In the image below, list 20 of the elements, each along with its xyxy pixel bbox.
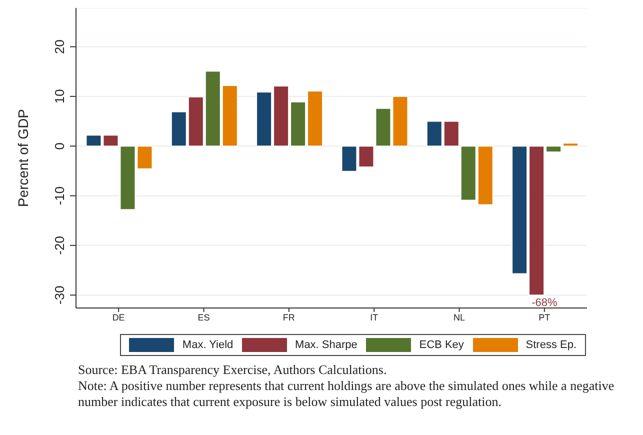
y-tick-label: 0	[52, 142, 67, 150]
y-tick-label: -30	[52, 286, 67, 304]
y-tick-label: 20	[52, 40, 67, 54]
x-tick-label: FR	[282, 312, 296, 322]
y-axis-title: Percent of GDP	[14, 108, 31, 208]
legend-label: Stress Ep.	[524, 338, 577, 352]
x-tick-label: ES	[198, 312, 210, 322]
legend-label: Max. Sharpe	[294, 338, 358, 352]
text: Note: A positive number represents that current holdings are above the simulated ones while a negative number indicates that current exposure is below simulated values post regulation.	[78, 378, 616, 410]
annotation: -68%	[532, 296, 558, 309]
legend-label: Max. Yield	[181, 338, 234, 352]
x-tick-label: NL	[453, 312, 466, 322]
x-tick-label: IT	[370, 312, 379, 322]
source-note: Source: EBA Transparency Exercise, Authors Calculations.	[78, 362, 388, 378]
x-tick-label: PT	[538, 312, 551, 322]
y-tick-label: 10	[52, 89, 67, 104]
x-tick-label: DE	[112, 312, 125, 322]
legend-label: ECB Key	[418, 338, 464, 352]
y-tick-label: -20	[52, 236, 67, 255]
y-tick-label: -10	[52, 186, 67, 206]
